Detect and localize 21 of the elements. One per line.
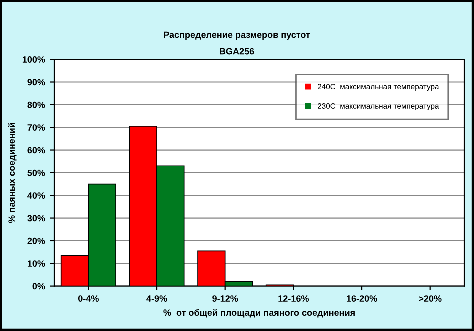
y-tick-label: 100% — [22, 56, 46, 63]
y-tick-label: 20% — [28, 238, 46, 244]
chart-title: Распределение размеров пустот — [164, 32, 310, 40]
y-tick-label: 60% — [28, 147, 46, 154]
x-tick-label: 16-20% — [347, 296, 378, 302]
y-tick-label: 50% — [28, 170, 46, 176]
y-tick-label: 30% — [28, 215, 46, 222]
y-tick-label: 10% — [28, 260, 46, 267]
y-tick-label: 0% — [32, 283, 46, 290]
y-tick-label: 40% — [28, 192, 46, 199]
y-tick-label: 70% — [28, 124, 46, 131]
x-tick-label: 0-4% — [78, 296, 99, 302]
x-tick-label: >20% — [419, 296, 442, 302]
y-axis-title: % паяных соединений — [8, 123, 17, 224]
x-axis-title: % от общей площади паяного соединения — [164, 309, 355, 318]
x-tick-label: 9-12% — [212, 296, 238, 302]
y-tick-label: 90% — [28, 79, 46, 86]
y-tick-label: 80% — [28, 102, 46, 108]
x-tick-label: 12-16% — [278, 296, 310, 302]
chart-subtitle: BGA256 — [220, 48, 254, 55]
x-tick-label: 4-9% — [146, 296, 168, 302]
